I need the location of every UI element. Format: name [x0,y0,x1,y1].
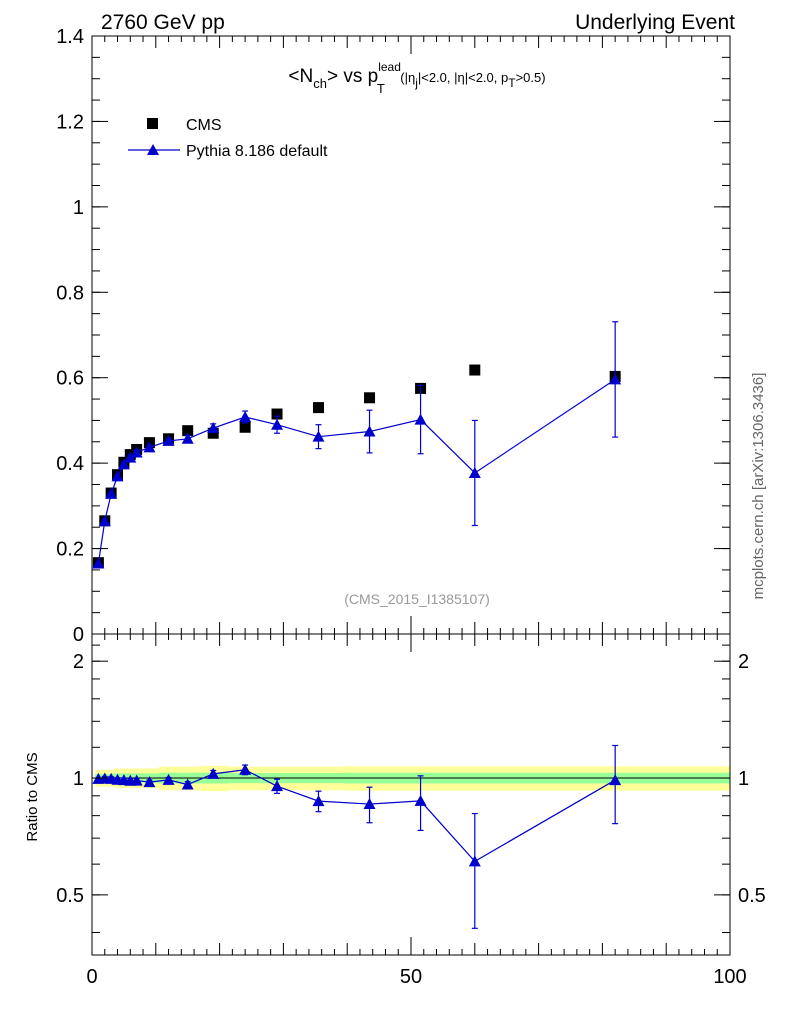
pythia-data-point [239,411,252,423]
cms-data-point [207,427,219,439]
axis-tick-labels: 0 0.2 0.4 0.6 0.8 1 1.2 1.4 0 50 100 0.5 0.5 1 1 2 2 [56,26,766,988]
ratio-data-point [271,780,284,792]
main-y-tick-label: 0.8 [56,282,84,304]
ratio-data-point [468,855,481,867]
ratio-data-point [414,794,427,806]
ratio-y-tick-label-right: 2 [738,651,749,673]
main-y-tick-label: 1.4 [56,26,84,48]
pythia-data-point [271,418,284,430]
cms-data-point [239,421,251,433]
main-y-tick-label: 0 [73,624,84,646]
pythia-data-point [414,413,427,425]
ratio-data-point [609,774,622,786]
ratio-data-point [181,778,194,790]
pythia-data-point [363,425,376,437]
header-right-label: Underlying Event [575,11,735,34]
ratio-data-point [239,763,252,775]
pythia-data-point [609,373,622,385]
legend-pythia-label: Pythia 8.186 default [186,143,328,160]
ratio-y-tick-label-right: 0.5 [738,885,766,907]
legend: CMS Pythia 8.186 default [128,117,328,160]
ratio-pythia-series [92,744,622,929]
pythia-data-point [130,446,143,458]
header-left-label: 2760 GeV pp [101,11,225,34]
pythia-data-point [181,432,194,444]
pythia-data-point [468,466,481,478]
main-y-tick-label: 1 [73,197,84,219]
cms-data-point [469,364,481,376]
ratio-data-point [363,798,376,810]
ratio-data-point [312,795,325,807]
cms-data-point [312,402,324,414]
ratio-y-tick-label-left: 0.5 [56,885,84,907]
legend-cms-label: CMS [186,117,222,134]
main-y-tick-label: 0.4 [56,453,84,475]
ratio-ylabel: Ratio to CMS [24,752,41,841]
legend-cms-marker [147,118,158,129]
x-tick-label: 0 [86,966,97,988]
axis-ticks [91,35,731,955]
pythia-data-point [98,515,111,527]
plot-title: <Nch> vs plead T (|ηj|<2.0, |η|<2.0, pT>0… [288,60,545,96]
ratio-plot-frame [91,633,731,956]
ratio-data-point [143,776,156,788]
cms-data-point [182,425,194,437]
cms-data-point [271,408,283,420]
mcplots-side-label: mcplots.cern.ch [arXiv:1306.3436] [750,373,767,600]
pythia-data-point [162,434,175,446]
ratio-y-tick-label-right: 1 [738,768,749,790]
main-y-tick-label: 1.2 [56,111,84,133]
x-tick-label: 50 [400,966,422,988]
analysis-watermark: (CMS_2015_I1385107) [344,591,490,607]
cms-data-series [92,364,621,569]
ratio-data-point [162,773,175,785]
pythia-data-point [92,557,105,569]
ratio-data-point [130,774,143,786]
ratio-data-point [207,767,220,779]
main-y-tick-label: 0.2 [56,539,84,561]
pythia-data-point [143,441,156,453]
pythia-series [92,321,622,569]
pythia-data-point [312,430,325,442]
x-tick-label: 100 [713,966,746,988]
pythia-data-point [117,458,130,470]
pythia-data-point [207,422,220,434]
pythia-data-point [124,451,137,463]
ratio-y-tick-label-left: 2 [73,651,84,673]
pythia-line [97,378,616,564]
main-y-tick-label: 0.6 [56,368,84,390]
legend-pythia-marker [147,144,159,155]
ratio-y-tick-label-left: 1 [73,768,84,790]
pythia-data-point [105,487,118,499]
pythia-data-point [111,470,124,482]
cms-data-point [364,392,376,404]
